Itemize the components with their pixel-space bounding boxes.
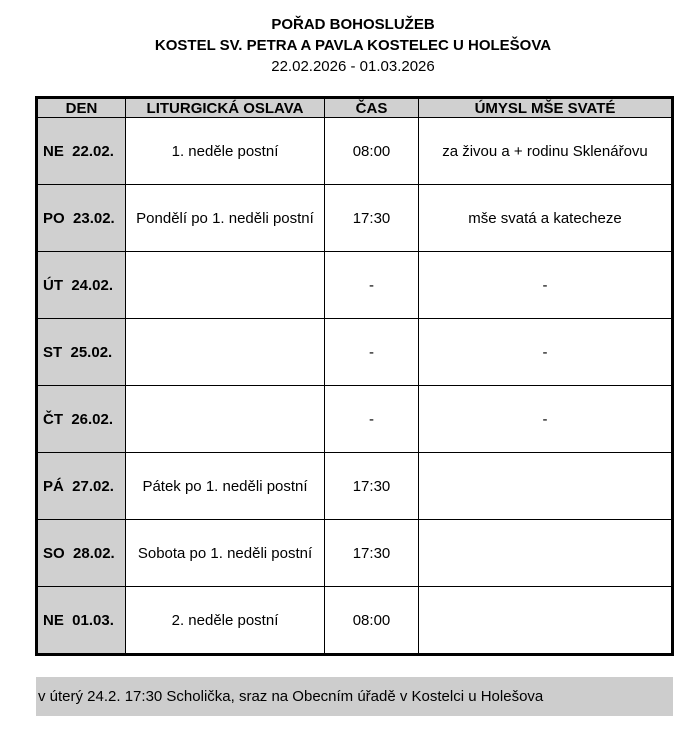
table-row: NE 01.03. 2. neděle postní 08:00 <box>36 586 673 655</box>
celebration-cell: 2. neděle postní <box>125 586 325 655</box>
table-row: PO 23.02. Pondělí po 1. neděli postní 17:3… <box>36 184 673 252</box>
intention-cell: - <box>418 318 673 386</box>
column-header-time: ČAS <box>324 97 419 118</box>
time-cell: 17:30 <box>324 519 419 587</box>
time-cell: 08:00 <box>324 117 419 185</box>
day-cell: PÁ 27.02. <box>36 452 126 520</box>
celebration-cell: 1. neděle postní <box>125 117 325 185</box>
table-row: ÚT 24.02. - - <box>36 251 673 319</box>
intention-cell <box>418 452 673 520</box>
time-cell: 17:30 <box>324 184 419 252</box>
time-cell: 17:30 <box>324 452 419 520</box>
column-header-celebration: LITURGICKÁ OSLAVA <box>125 97 325 118</box>
table-row: ČT 26.02. - - <box>36 385 673 453</box>
table-row: NE 22.02. 1. neděle postní 08:00 za živou a… <box>36 117 673 185</box>
schedule-table: DEN LITURGICKÁ OSLAVA ČAS ÚMYSL MŠE SVAT… <box>35 96 674 656</box>
celebration-cell: Pondělí po 1. neděli postní <box>125 184 325 252</box>
intention-cell <box>418 519 673 587</box>
celebration-cell: Pátek po 1. neděli postní <box>125 452 325 520</box>
celebration-cell <box>125 251 325 319</box>
celebration-cell <box>125 318 325 386</box>
document-title: POŘAD BOHOSLUŽEB <box>271 16 435 33</box>
intention-cell: - <box>418 385 673 453</box>
intention-cell: mše svatá a katecheze <box>418 184 673 252</box>
intention-cell: - <box>418 251 673 319</box>
church-name: KOSTEL SV. PETRA A PAVLA KOSTELEC U HOLE… <box>154 37 552 54</box>
day-cell: ÚT 24.02. <box>36 251 126 319</box>
time-cell: - <box>324 251 419 319</box>
intention-cell <box>418 586 673 655</box>
table-row: SO 28.02. Sobota po 1. neděli postní 17:30 <box>36 519 673 587</box>
time-cell: - <box>324 318 419 386</box>
column-header-intention: ÚMYSL MŠE SVATÉ <box>418 97 673 118</box>
day-cell: ČT 26.02. <box>36 385 126 453</box>
celebration-cell <box>125 385 325 453</box>
intention-cell: za živou a + rodinu Sklenářovu <box>418 117 673 185</box>
day-cell: ST 25.02. <box>36 318 126 386</box>
announcement-note: v úterý 24.2. 17:30 Scholička, sraz na O… <box>36 677 673 716</box>
celebration-cell: Sobota po 1. neděli postní <box>125 519 325 587</box>
day-cell: SO 28.02. <box>36 519 126 587</box>
date-range: 22.02.2026 - 01.03.2026 <box>271 58 435 75</box>
day-cell: NE 01.03. <box>36 586 126 655</box>
day-cell: PO 23.02. <box>36 184 126 252</box>
time-cell: - <box>324 385 419 453</box>
time-cell: 08:00 <box>324 586 419 655</box>
column-header-day: DEN <box>36 97 126 118</box>
table-header-row: DEN LITURGICKÁ OSLAVA ČAS ÚMYSL MŠE SVAT… <box>36 97 673 118</box>
day-cell: NE 22.02. <box>36 117 126 185</box>
table-row: ST 25.02. - - <box>36 318 673 386</box>
table-row: PÁ 27.02. Pátek po 1. neděli postní 17:30 <box>36 452 673 520</box>
